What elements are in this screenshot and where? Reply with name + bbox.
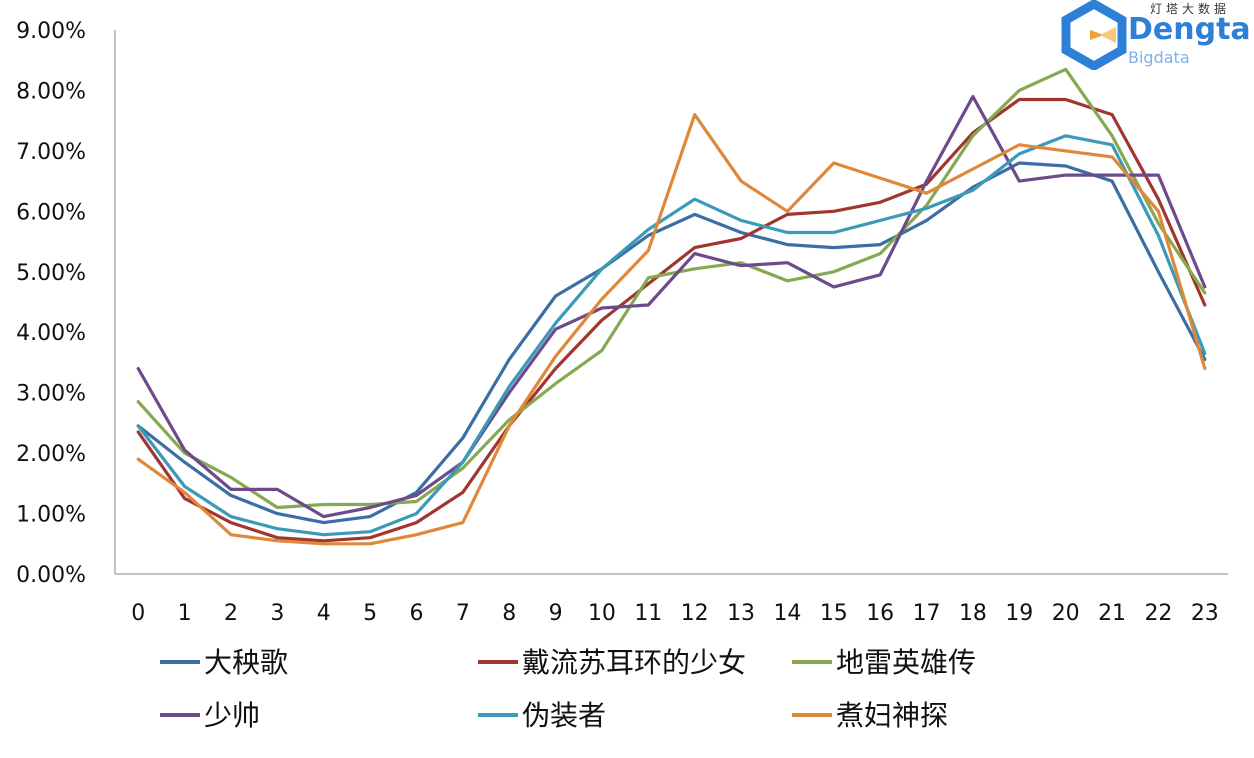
x-tick-label: 6 bbox=[409, 601, 423, 626]
y-tick-label: 3.00% bbox=[16, 382, 86, 407]
x-tick-label: 18 bbox=[959, 601, 987, 626]
x-tick-label: 14 bbox=[773, 601, 801, 626]
x-tick-label: 5 bbox=[363, 601, 377, 626]
logo-sub-text: Bigdata bbox=[1128, 48, 1190, 67]
x-tick-label: 16 bbox=[866, 601, 894, 626]
x-tick-label: 15 bbox=[820, 601, 848, 626]
y-tick-label: 4.00% bbox=[16, 321, 86, 346]
legend-label: 煮妇神探 bbox=[836, 699, 948, 732]
x-tick-label: 17 bbox=[913, 601, 941, 626]
legend-label: 大秧歌 bbox=[204, 646, 288, 679]
x-tick-label: 22 bbox=[1144, 601, 1172, 626]
x-tick-label: 8 bbox=[502, 601, 516, 626]
x-tick-label: 19 bbox=[1005, 601, 1033, 626]
x-tick-label: 21 bbox=[1098, 601, 1126, 626]
series-line bbox=[136, 94, 1207, 519]
x-tick-label: 12 bbox=[681, 601, 709, 626]
dengta-logo-icon bbox=[1061, 0, 1127, 70]
x-tick-label: 9 bbox=[549, 601, 563, 626]
logo-chinese-text: 灯塔大数据 bbox=[1150, 2, 1231, 16]
y-tick-label: 7.00% bbox=[16, 140, 86, 165]
x-tick-label: 10 bbox=[588, 601, 616, 626]
legend-label: 地雷英雄传 bbox=[836, 646, 976, 679]
y-tick-label: 9.00% bbox=[16, 19, 86, 44]
y-tick-label: 0.00% bbox=[16, 563, 86, 588]
series-line bbox=[136, 67, 1207, 510]
x-tick-label: 11 bbox=[634, 601, 662, 626]
series-line bbox=[136, 134, 1207, 537]
series-line bbox=[136, 97, 1207, 543]
x-tick-label: 13 bbox=[727, 601, 755, 626]
legend-label: 少帅 bbox=[204, 699, 260, 732]
x-tick-label: 0 bbox=[131, 601, 145, 626]
x-tick-label: 20 bbox=[1052, 601, 1080, 626]
legend-label: 戴流苏耳环的少女 bbox=[522, 646, 746, 679]
series-lines bbox=[136, 67, 1207, 546]
y-tick-label: 1.00% bbox=[16, 503, 86, 528]
y-tick-label: 2.00% bbox=[16, 442, 86, 467]
logo-main-text: Dengta bbox=[1128, 12, 1251, 47]
dengta-logo bbox=[1060, 0, 1254, 70]
y-tick-label: 8.00% bbox=[16, 79, 86, 104]
series-line bbox=[136, 112, 1207, 546]
x-tick-label: 3 bbox=[270, 601, 284, 626]
x-tick-label: 4 bbox=[317, 601, 331, 626]
x-tick-label: 7 bbox=[456, 601, 470, 626]
x-axis-tick-labels: 0 1 2 3 4 5 6 7 8 9 10 11 12 13 14 15 16 17 18 19 20 21 22 23 bbox=[131, 601, 1219, 626]
x-tick-label: 2 bbox=[224, 601, 238, 626]
y-tick-label: 5.00% bbox=[16, 261, 86, 286]
y-axis-tick-labels: 0.00% 1.00% 2.00% 3.00% 4.00% 5.00% 6.00% 7.00%… bbox=[16, 19, 86, 588]
x-tick-label: 23 bbox=[1191, 601, 1219, 626]
series-line bbox=[136, 161, 1207, 525]
y-tick-label: 6.00% bbox=[16, 200, 86, 225]
x-tick-label: 1 bbox=[178, 601, 192, 626]
chart-axes bbox=[114, 30, 1228, 575]
legend-label: 伪装者 bbox=[522, 699, 606, 732]
